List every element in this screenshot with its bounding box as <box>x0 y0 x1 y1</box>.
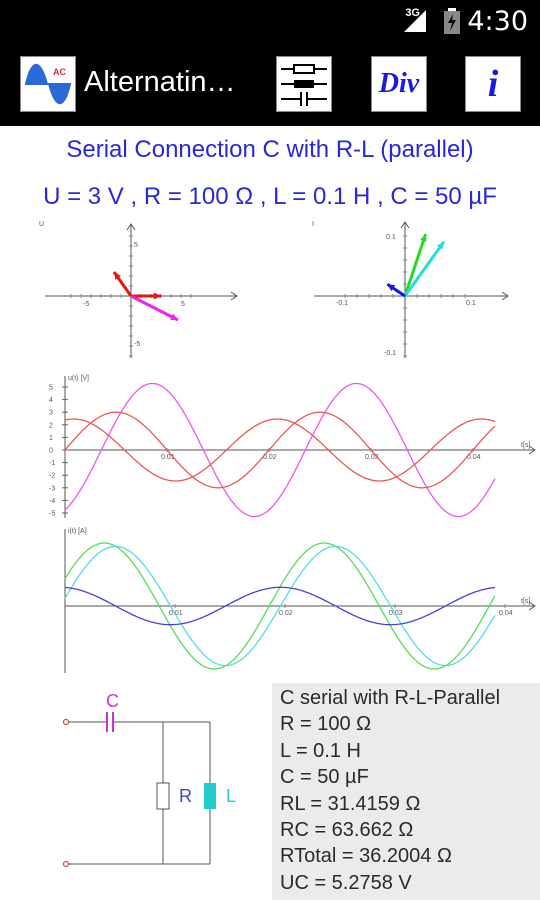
voltage-chart-ytick: -1 <box>49 460 55 467</box>
voltage-time-chart: u(t) [V] t[s] 5 4 3 2 1 0 -1 -2 -3 -4 -5 0.01 0.02 0… <box>49 375 536 518</box>
result-uc: UC = 5.2758 V <box>280 871 412 894</box>
current-phasor-vector-head-il <box>436 241 444 250</box>
action-bar: AC Alternatin… Div i <box>0 42 540 126</box>
voltage-chart-xtick: 0.03 <box>365 454 379 461</box>
app-logo-button[interactable]: AC <box>20 56 76 112</box>
current-phasor-vector-il <box>403 240 446 297</box>
voltage-phasor-vector-head-uc <box>170 313 178 320</box>
results-panel: C serial with R-L-Parallel R = 100 Ω L =… <box>272 683 540 900</box>
parameter-line: U = 3 V , R = 100 Ω , L = 0.1 H , C = 50… <box>43 183 497 210</box>
voltage-phasor-vector-head-url <box>114 272 122 280</box>
network-type: 3G <box>405 7 420 19</box>
voltage-chart-series-0 <box>64 382 496 518</box>
voltage-chart-ylabel: u(t) [V] <box>68 375 89 382</box>
app-title: Alternatin… <box>84 66 236 98</box>
circuit-schematic: C R L <box>63 691 236 867</box>
div-button[interactable]: Div <box>371 56 427 112</box>
result-l: L = 0.1 H <box>280 739 361 762</box>
voltage-chart-xtick: 0.01 <box>161 454 175 461</box>
capacitor-label: C <box>106 691 119 711</box>
voltage-chart-ytick: -3 <box>49 485 55 492</box>
current-time-chart: i(t) [A] t[s] 0.01 0.02 0.03 0.04 <box>64 528 536 673</box>
current-phasor-xtick-right: 0.1 <box>466 300 476 307</box>
current-phasor-vector-head-i <box>420 234 427 242</box>
voltage-chart-ytick: 1 <box>49 435 53 442</box>
current-phasor-ytick-top: 0.1 <box>386 234 396 241</box>
current-phasor-diagram: I 0.1 -0.1 -0.1 0.1 <box>312 221 509 358</box>
result-c: C = 50 µF <box>280 766 369 789</box>
input-terminal-top <box>63 719 69 725</box>
voltage-chart-ytick: 5 <box>49 385 53 392</box>
current-chart-series-1 <box>64 545 496 667</box>
current-chart-xtick: 0.03 <box>389 610 403 617</box>
current-phasor-vector-head-ir <box>387 284 396 292</box>
info-icon: i <box>487 63 499 105</box>
voltage-chart-ytick: -2 <box>49 473 55 480</box>
voltage-phasor-vector-head-u <box>153 292 161 300</box>
result-r: R = 100 Ω <box>280 713 372 736</box>
voltage-chart-ytick: 2 <box>49 422 53 429</box>
voltage-chart-series-2 <box>64 418 496 482</box>
voltage-phasor-diagram: U 5 -5 -5 5 <box>39 221 238 358</box>
voltage-phasor-axis-label: U <box>39 221 44 228</box>
ac-wave-icon: AC <box>25 63 71 105</box>
resistor-label: R <box>179 786 192 806</box>
circuit-title: Serial Connection C with R-L (parallel) <box>66 136 474 163</box>
current-chart-ylabel: i(t) [A] <box>68 528 87 535</box>
voltage-phasor-xtick-left: -5 <box>83 301 89 308</box>
inductor-symbol <box>204 783 216 809</box>
circuit-icon <box>281 64 327 106</box>
info-button[interactable]: i <box>465 56 521 112</box>
voltage-chart-xtick: 0.04 <box>467 454 481 461</box>
inductor-label: L <box>226 786 236 806</box>
voltage-phasor-vector-uc <box>130 294 179 322</box>
voltage-phasor-ytick-bottom: -5 <box>134 341 140 348</box>
ac-icon-label: AC <box>53 67 66 77</box>
clock: 4:30 <box>467 6 528 37</box>
div-label: Div <box>378 68 420 99</box>
voltage-chart-xtick: 0.02 <box>263 454 277 461</box>
input-terminal-bottom <box>63 861 69 867</box>
voltage-chart-ytick: 0 <box>49 448 53 455</box>
resistor-symbol <box>156 782 170 810</box>
voltage-chart-xlabel: t[s] <box>521 442 530 449</box>
current-chart-xtick: 0.01 <box>169 610 183 617</box>
result-rc: RC = 63.662 Ω <box>280 819 414 842</box>
voltage-phasor-xtick-right: 5 <box>181 301 185 308</box>
battery-icon <box>444 8 460 34</box>
circuit-select-button[interactable] <box>276 56 332 112</box>
current-chart-xtick: 0.02 <box>279 610 293 617</box>
current-phasor-xtick-left: -0.1 <box>336 300 348 307</box>
result-rl: RL = 31.4159 Ω <box>280 792 421 815</box>
voltage-chart-ytick: 3 <box>49 410 53 417</box>
signal-icon <box>404 10 426 32</box>
voltage-chart-ytick: 4 <box>49 397 53 404</box>
current-chart-series-2 <box>64 586 496 626</box>
voltage-chart-series-1 <box>64 411 496 489</box>
current-chart-xlabel: t[s] <box>521 598 530 605</box>
voltage-chart-ytick: -4 <box>49 498 55 505</box>
current-phasor-vector-i <box>403 233 428 297</box>
voltage-phasor-ytick-top: 5 <box>134 242 138 249</box>
current-chart-xtick: 0.04 <box>499 610 513 617</box>
voltage-chart-ytick: -5 <box>49 511 55 518</box>
results-title: C serial with R-L-Parallel <box>280 687 501 709</box>
current-phasor-axis-label: I <box>312 221 314 228</box>
result-rtotal: RTotal = 36.2004 Ω <box>280 845 452 868</box>
current-phasor-ytick-bottom: -0.1 <box>384 350 396 357</box>
status-bar: 3G 4:30 <box>0 0 540 42</box>
